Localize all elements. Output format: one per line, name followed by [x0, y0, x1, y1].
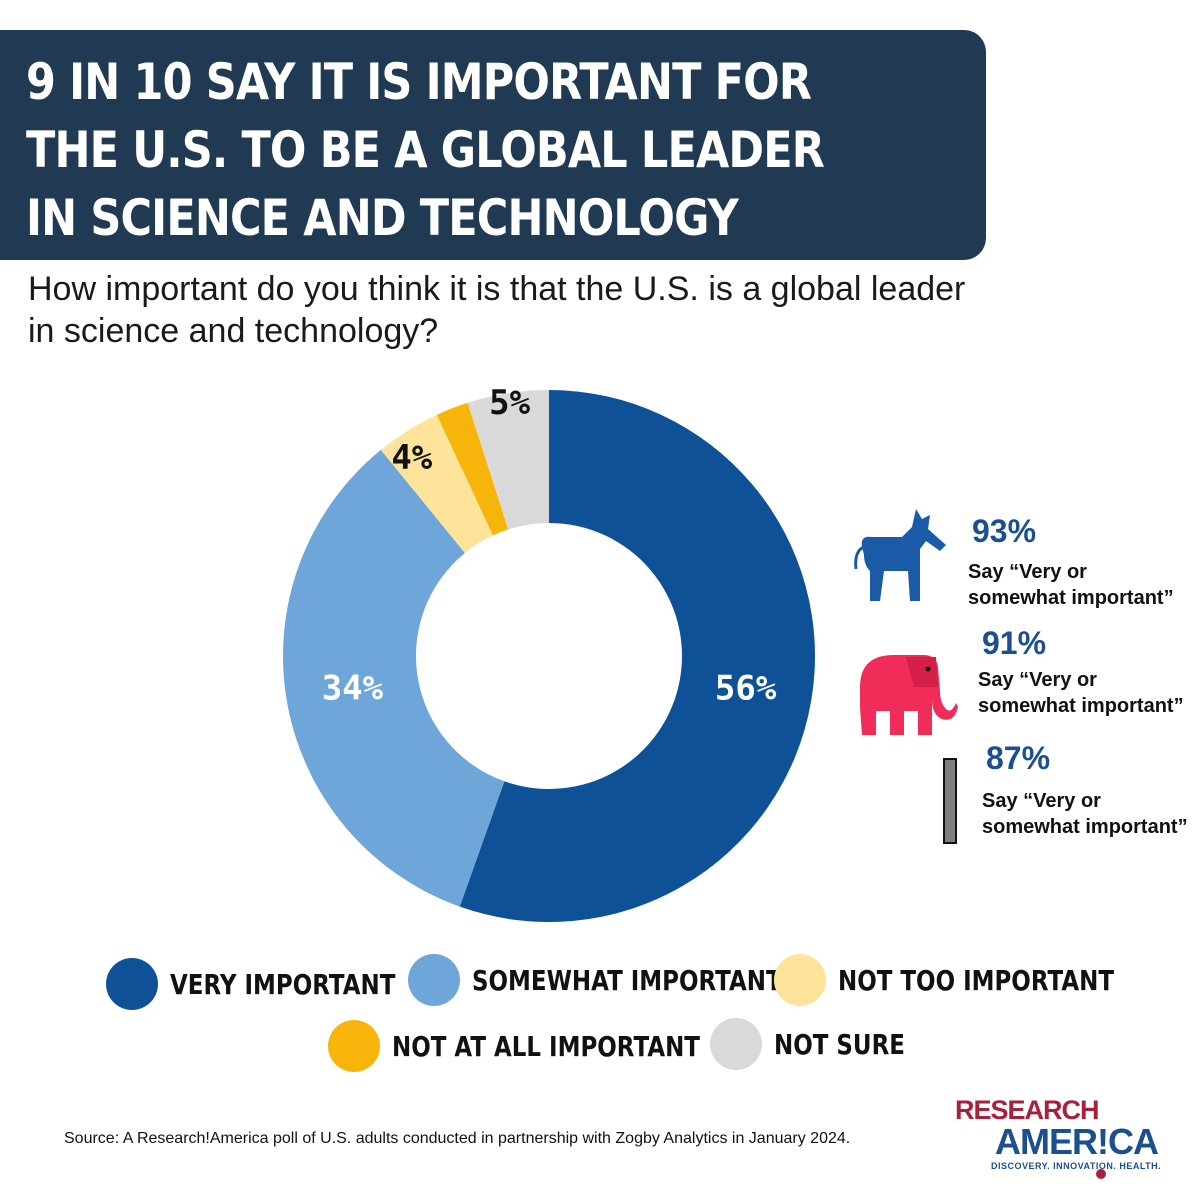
independent-note: Say “Very or somewhat important”	[982, 790, 1188, 838]
title-banner: 9 IN 10 SAY IT IS IMPORTANT FOR THE U.S.…	[0, 30, 986, 260]
donut-slice-not-too-important	[380, 414, 493, 553]
slice-label: 56%	[715, 668, 777, 708]
legend-swatch	[328, 1020, 380, 1072]
legend-item-not-sure: NOT SURE	[710, 1018, 934, 1070]
legend-item-very-important: VERY IMPORTANT	[106, 958, 445, 1010]
logo-line1: RESEARCH	[955, 1095, 1100, 1125]
democrat-note: Say “Very or somewhat important”	[968, 561, 1174, 609]
donut-slice-not-at-all-important	[436, 402, 509, 536]
party-republican: 91% Say “Very or somewhat important”	[850, 625, 1184, 740]
slice-label: 34%	[322, 668, 384, 708]
donkey-icon	[854, 509, 946, 601]
survey-question: How important do you think it is that th…	[28, 270, 966, 350]
legend-swatch	[710, 1018, 762, 1070]
legend-label: NOT AT ALL IMPORTANT	[392, 1029, 700, 1063]
legend-item-not-too-important: NOT TOO IMPORTANT	[774, 954, 1175, 1006]
donut-slice-somewhat-important	[283, 449, 505, 907]
legend-item-somewhat-important: SOMEWHAT IMPORTANT	[408, 954, 850, 1006]
legend-swatch	[408, 954, 460, 1006]
slice-label: 4%	[391, 438, 432, 478]
donut-slice-very-important	[459, 390, 815, 922]
donut-slice-not-sure	[467, 390, 549, 530]
logo-tagline: DISCOVERY. INNOVATION. HEALTH.	[991, 1161, 1162, 1171]
chart-title: 9 IN 10 SAY IT IS IMPORTANT FOR THE U.S.…	[26, 53, 825, 247]
party-democrat: 93% Say “Very or somewhat important”	[850, 505, 1174, 615]
republican-note: Say “Very or somewhat important”	[978, 669, 1184, 717]
source-note: Source: A Research!America poll of U.S. …	[64, 1130, 851, 1147]
independent-bar-icon	[943, 758, 957, 844]
slice-label: 5%	[489, 383, 530, 423]
elephant-icon	[860, 655, 958, 735]
logo-dot	[1096, 1169, 1106, 1179]
legend-label: SOMEWHAT IMPORTANT	[472, 963, 782, 997]
logo-line2: AMER!CA	[995, 1121, 1159, 1162]
legend-label: NOT SURE	[774, 1027, 905, 1061]
republican-percent: 91%	[982, 625, 1047, 661]
democrat-percent: 93%	[972, 513, 1037, 549]
party-independent: 87% Say “Very or somewhat important”	[850, 740, 1188, 850]
legend-item-not-at-all-important: NOT AT ALL IMPORTANT	[328, 1020, 768, 1072]
legend-swatch	[774, 954, 826, 1006]
research-america-logo: RESEARCH AMER!CA DISCOVERY. INNOVATION. …	[955, 1095, 1165, 1185]
legend-label: NOT TOO IMPORTANT	[838, 963, 1114, 997]
legend-swatch	[106, 958, 158, 1010]
independent-percent: 87%	[986, 740, 1051, 776]
legend-label: VERY IMPORTANT	[170, 967, 396, 1001]
